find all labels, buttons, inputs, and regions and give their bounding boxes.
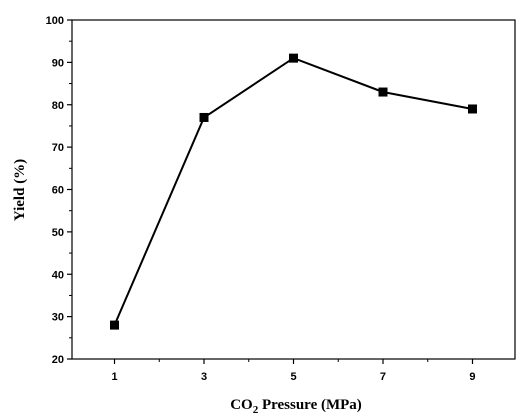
x-tick-label: 9 [469, 371, 475, 383]
x-axis: 1 3 5 7 9 [111, 359, 476, 383]
data-point [289, 53, 298, 63]
y-axis-title: Yield (%) [12, 159, 28, 221]
data-point [467, 104, 477, 114]
series-line [113, 56, 473, 326]
x-axis-title: CO2 Pressure (MPa) [230, 397, 362, 416]
y-tick-label: 60 [52, 185, 64, 197]
y-tick-label: 50 [52, 227, 64, 239]
y-axis: 20 30 40 50 60 70 80 90 100 [46, 15, 72, 366]
x-tick-label: 3 [201, 371, 207, 383]
x-axis-title-rest: Pressure (MPa) [258, 397, 362, 413]
y-tick-label: 90 [52, 57, 64, 69]
y-tick-label: 80 [52, 100, 64, 112]
data-point [110, 320, 120, 330]
series-markers [110, 53, 477, 330]
x-tick-label: 7 [380, 371, 386, 383]
y-tick-label: 70 [52, 142, 64, 154]
data-point [378, 87, 388, 97]
data-point [199, 112, 209, 122]
y-tick-label: 30 [52, 312, 64, 324]
x-tick-label: 1 [111, 371, 117, 383]
y-tick-label: 40 [52, 269, 64, 281]
x-axis-title-main: CO [230, 397, 253, 413]
x-tick-label: 5 [290, 371, 296, 383]
y-tick-label: 20 [52, 354, 64, 366]
x-axis-title-subscript: 2 [253, 404, 259, 416]
y-tick-label: 100 [46, 15, 64, 27]
plot-frame [71, 19, 516, 360]
